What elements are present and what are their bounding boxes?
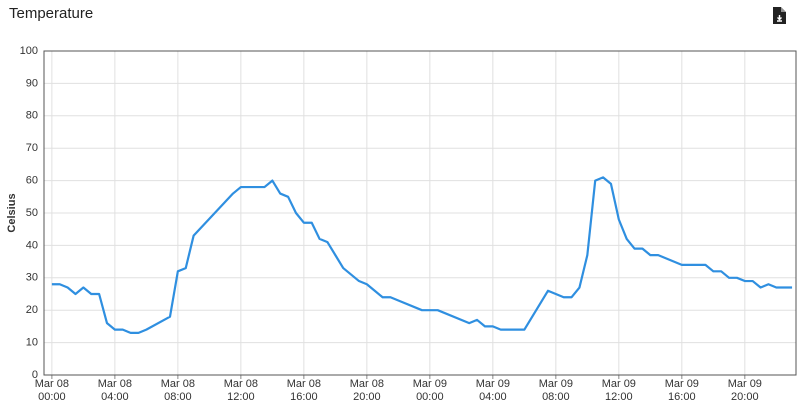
x-tick-label: Mar 08 20:00 [349, 378, 384, 403]
x-tick-label: Mar 08 00:00 [34, 378, 69, 403]
x-tick-label: Mar 09 08:00 [538, 378, 573, 403]
y-tick-label: 10 [26, 337, 38, 349]
widget-title: Temperature [9, 5, 94, 22]
y-tick-label: 80 [26, 110, 38, 122]
x-tick-label: Mar 08 08:00 [160, 378, 195, 403]
y-tick-label: 70 [26, 142, 38, 154]
plot-frame [43, 50, 797, 376]
x-tick-label: Mar 09 04:00 [475, 378, 510, 403]
x-tick-label: Mar 08 16:00 [286, 378, 321, 403]
x-tick-label: Mar 09 00:00 [412, 378, 447, 403]
x-tick-label: Mar 09 20:00 [727, 378, 762, 403]
x-tick-label: Mar 09 16:00 [664, 378, 699, 403]
x-tick-label: Mar 08 04:00 [97, 378, 132, 403]
export-button[interactable] [771, 7, 787, 25]
y-tick-label: 60 [26, 175, 38, 187]
y-axis-label: Celsius [6, 193, 18, 232]
line-series [51, 176, 793, 334]
y-tick-label: 50 [26, 207, 38, 219]
y-tick-label: 100 [20, 45, 38, 57]
x-tick-label: Mar 09 12:00 [601, 378, 636, 403]
y-tick-label: 20 [26, 304, 38, 316]
y-tick-label: 0 [32, 369, 38, 381]
y-tick-label: 90 [26, 77, 38, 89]
x-tick-label: Mar 08 12:00 [223, 378, 258, 403]
y-tick-label: 30 [26, 272, 38, 284]
y-tick-label: 40 [26, 239, 38, 251]
